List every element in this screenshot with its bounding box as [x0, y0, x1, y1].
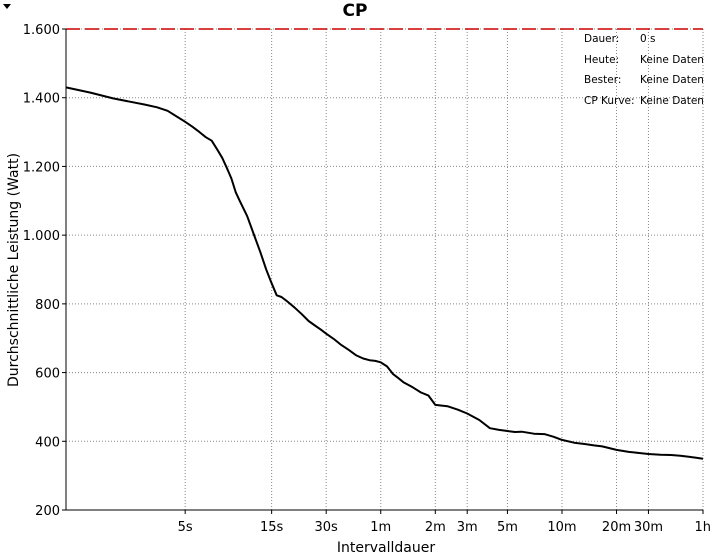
- grid: [66, 28, 704, 511]
- x-tick-label: 5m: [497, 520, 518, 535]
- legend-value-today: Keine Daten: [640, 54, 704, 66]
- y-tick-label: 1.200: [23, 160, 60, 175]
- legend-value-best: Keine Daten: [640, 74, 704, 86]
- y-tick-label: 600: [35, 367, 60, 382]
- y-tick-label: 1.000: [23, 229, 60, 244]
- y-tick-label: 200: [35, 504, 60, 519]
- y-axis-ticks: 200 400 600 800 1.000 1.200 1.400 1.600: [23, 23, 66, 519]
- x-axis-title: Intervalldauer: [337, 540, 435, 556]
- x-tick-label: 30m: [634, 520, 663, 535]
- legend-label-today: Heute:: [584, 54, 619, 66]
- x-tick-label: 20m: [602, 520, 631, 535]
- legend-label-cp-curve: CP Kurve:: [584, 95, 635, 107]
- x-tick-label: 15s: [260, 520, 284, 535]
- legend-label-duration: Dauer:: [584, 33, 619, 45]
- chart-menu-icon[interactable]: [3, 4, 11, 9]
- cp-curve-line: [65, 86, 704, 460]
- x-tick-label: 3m: [457, 520, 478, 535]
- x-tick-label: 1h: [694, 520, 711, 535]
- x-tick-label: 2m: [425, 520, 446, 535]
- y-tick-label: 800: [35, 298, 60, 313]
- x-axis-ticks: 5s 15s 30s 1m 2m 3m 5m 10m 20m 30m 1h: [178, 510, 711, 535]
- y-axis-title: Durchschnittliche Leistung (Watt): [6, 153, 22, 387]
- x-tick-label: 10m: [547, 520, 576, 535]
- x-tick-label: 5s: [178, 520, 193, 535]
- y-tick-label: 1.400: [23, 92, 60, 107]
- legend-label-best: Bester:: [584, 74, 621, 86]
- chart-title: CP: [343, 1, 368, 21]
- legend-value-cp-curve: Keine Daten: [640, 95, 704, 107]
- series-group: [65, 86, 704, 460]
- x-tick-label: 30s: [315, 520, 339, 535]
- y-tick-label: 1.600: [23, 23, 60, 38]
- legend: Dauer: 0 s Heute: Keine Daten Bester: Ke…: [584, 33, 704, 107]
- y-tick-label: 400: [35, 435, 60, 450]
- legend-value-duration: 0 s: [640, 33, 656, 45]
- x-tick-label: 1m: [370, 520, 391, 535]
